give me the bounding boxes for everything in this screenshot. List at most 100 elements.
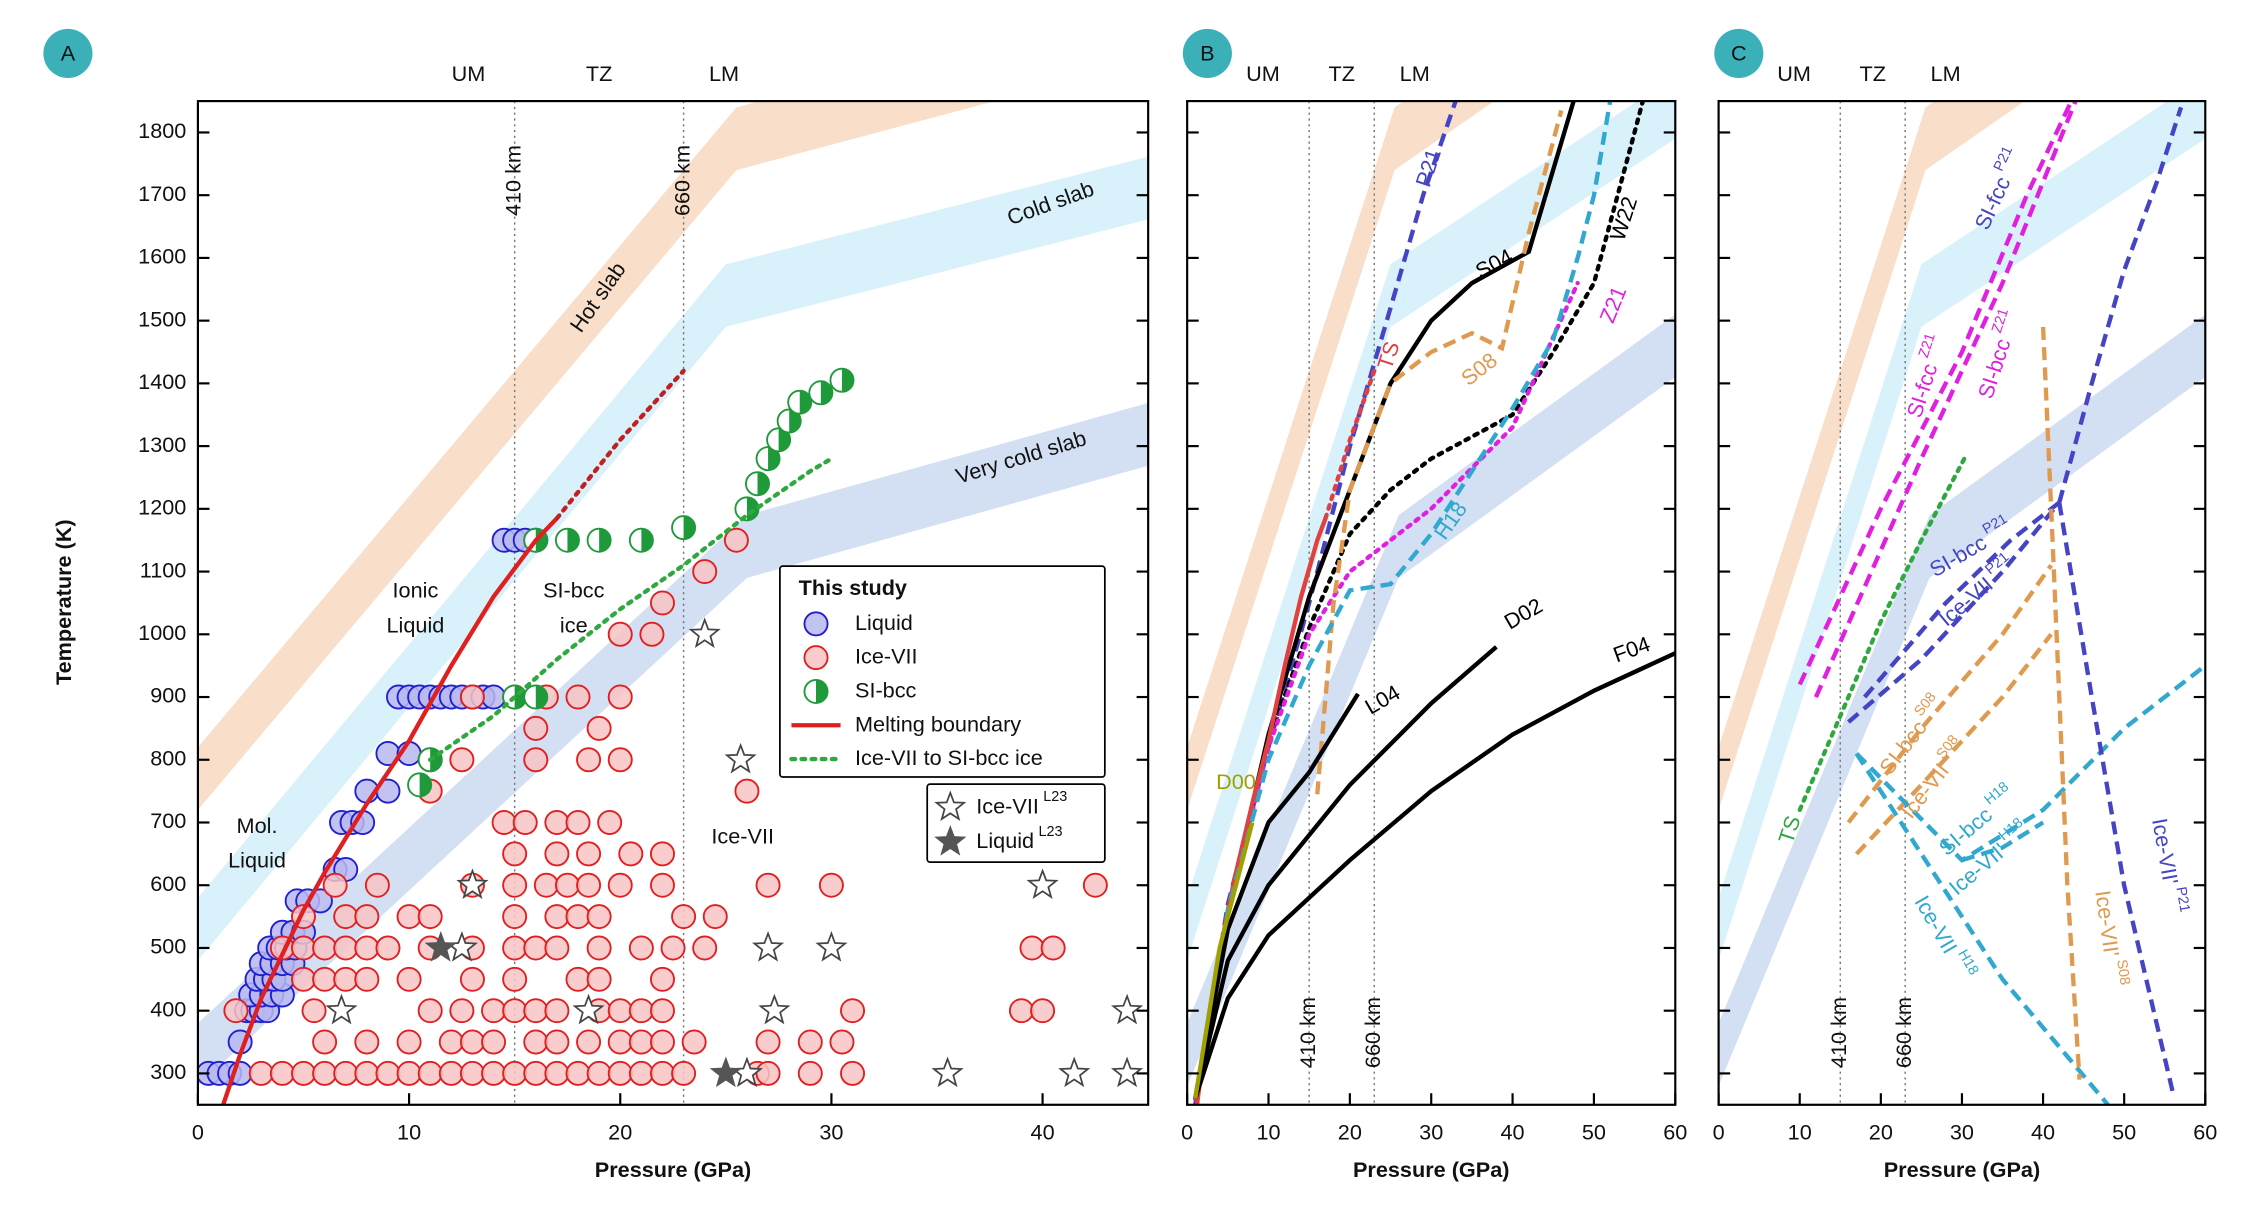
half-fill — [535, 685, 548, 709]
curve — [1797, 453, 1969, 813]
point — [396, 1029, 422, 1055]
point — [649, 998, 675, 1024]
label-sup: P21 — [1991, 144, 2016, 174]
point — [776, 408, 802, 434]
label-name: Z21 — [1594, 282, 1631, 326]
region-label: Liquid — [387, 612, 445, 637]
point — [1058, 1056, 1091, 1088]
point — [607, 1029, 633, 1055]
point — [787, 389, 813, 415]
panel-label: C — [1731, 41, 1747, 66]
point — [607, 684, 633, 710]
point — [481, 998, 507, 1024]
series-label: D00 — [1216, 769, 1256, 794]
point — [523, 747, 549, 773]
half-fill — [799, 390, 812, 414]
x-tick-label: 20 — [608, 1119, 632, 1144]
label-sup: Z21 — [1916, 331, 1939, 360]
legend-marker — [803, 678, 829, 704]
y-axis-label: Temperature (K) — [51, 519, 76, 685]
x-tick-label: 30 — [819, 1119, 843, 1144]
x-tick-label: 40 — [1031, 1119, 1055, 1144]
half-fill — [641, 528, 653, 552]
x-tick-label: 10 — [397, 1119, 421, 1144]
point — [586, 935, 612, 961]
x-tick-label: 20 — [1869, 1119, 1893, 1144]
label-name: Ice-VII' — [2147, 816, 2183, 886]
series-label: W22 — [1604, 193, 1642, 243]
point — [523, 715, 549, 741]
zone-label: TZ — [586, 61, 612, 86]
plot-area — [1718, 101, 2206, 1105]
y-tick-label: 1200 — [138, 495, 186, 520]
plot-area — [197, 101, 1149, 1105]
point — [734, 496, 760, 522]
point — [607, 998, 633, 1024]
y-tick-label: 1500 — [138, 306, 186, 331]
point — [572, 993, 605, 1025]
series-label: Z21 — [1594, 282, 1631, 326]
point — [523, 998, 549, 1024]
series-label: Ice-VIIH18 — [1910, 889, 1982, 984]
label-name: Ice-VII — [855, 643, 918, 668]
point — [808, 380, 834, 406]
curve — [2057, 106, 2184, 504]
y-tick-label: 600 — [150, 871, 186, 896]
y-tick-label: 1300 — [138, 432, 186, 457]
zone-label: LM — [1931, 61, 1961, 86]
y-tick-label: 900 — [150, 683, 186, 708]
point — [333, 935, 359, 961]
zone-label: TZ — [1328, 61, 1354, 86]
curve — [1193, 280, 1580, 1101]
point — [354, 1029, 380, 1055]
label-name: Ice-VII — [1934, 571, 1998, 630]
point — [576, 1029, 602, 1055]
point — [723, 527, 749, 553]
plot-frame — [196, 100, 1150, 1106]
point — [424, 931, 457, 962]
curve — [1846, 563, 2053, 824]
point — [333, 904, 359, 930]
series-label: Ice-VII'P21 — [2147, 816, 2192, 916]
x-axis-label: Pressure (GPa) — [1884, 1157, 2040, 1182]
x-axis-label: Pressure (GPa) — [595, 1157, 751, 1182]
point — [502, 935, 528, 961]
series-label: Liquid L23 — [976, 824, 1062, 853]
x-tick-label: 0 — [192, 1119, 204, 1144]
point — [502, 872, 528, 898]
point — [745, 471, 770, 497]
point — [417, 1060, 443, 1086]
x-tick-label: 20 — [1338, 1119, 1362, 1144]
label-name: SI-bcc — [855, 677, 917, 702]
curve — [1193, 651, 1676, 1100]
point — [502, 904, 528, 930]
curve — [1961, 820, 2045, 863]
zone-label: LM — [1400, 61, 1430, 86]
point — [1019, 935, 1045, 961]
curve — [554, 368, 686, 521]
x-tick-label: 40 — [1501, 1119, 1525, 1144]
label-sup: H18 — [1996, 815, 2027, 844]
point — [375, 935, 401, 961]
half-fill — [757, 472, 770, 496]
x-tick-label: 10 — [1788, 1119, 1812, 1144]
point — [459, 684, 485, 710]
point — [544, 809, 570, 835]
half-fill — [820, 381, 833, 405]
point — [396, 966, 422, 992]
point — [312, 1060, 338, 1086]
point — [702, 904, 728, 930]
series-label: Melting boundary — [855, 711, 1021, 736]
point — [459, 1029, 485, 1055]
slab-band — [197, 402, 1149, 1086]
curve — [1797, 101, 2074, 686]
slab-band — [1187, 101, 1676, 961]
point — [333, 1060, 359, 1086]
label-name: L04 — [1360, 679, 1404, 719]
point — [755, 1029, 781, 1055]
curve — [1862, 500, 2061, 699]
point — [628, 1029, 654, 1055]
